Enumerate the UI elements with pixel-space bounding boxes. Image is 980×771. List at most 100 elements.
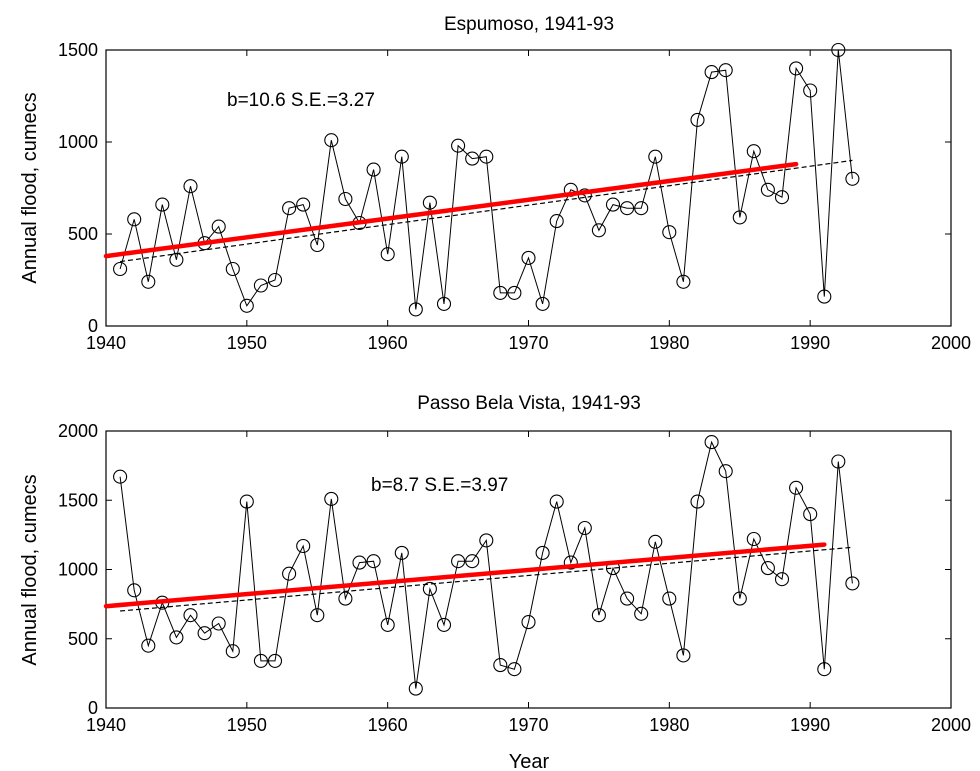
data-point (324, 491, 339, 506)
x-tick-label: 1950 (227, 333, 267, 353)
data-point (366, 162, 381, 177)
data-point (141, 274, 156, 289)
data-point (831, 454, 846, 469)
data-point (817, 662, 832, 677)
data-point (183, 608, 198, 623)
data-point (549, 214, 564, 229)
x-axis-label: Year (509, 751, 550, 771)
data-point (465, 554, 480, 569)
data-point (493, 658, 508, 673)
data-point (113, 261, 128, 277)
data-point (507, 662, 522, 677)
data-point (605, 197, 621, 212)
data-point (789, 61, 804, 76)
data-point (169, 630, 184, 645)
data-point (183, 179, 198, 194)
data-point (225, 644, 240, 659)
data-point (113, 469, 128, 484)
data-point (704, 65, 719, 80)
data-point (380, 247, 395, 262)
data-point (394, 149, 409, 164)
data-point (310, 237, 325, 253)
data-point (338, 191, 353, 207)
observed-flood-line (119, 49, 853, 310)
y-tick-label: 500 (68, 224, 98, 244)
data-point (267, 653, 283, 668)
data-point (422, 195, 437, 210)
x-tick-label: 1960 (368, 715, 408, 735)
data-point (634, 606, 649, 621)
data-point (408, 302, 423, 317)
data-point (760, 561, 775, 576)
y-axis-label: Annual flood, cumecs (19, 92, 41, 283)
data-point (690, 112, 705, 127)
y-tick-label: 2000 (58, 421, 98, 441)
x-tick-label: 1940 (86, 715, 126, 735)
data-point (436, 617, 452, 632)
plot-area: 1940 1950 1960 1970 1980 1990 2000 0 500 1000 1500 (58, 40, 971, 353)
data-point (451, 554, 466, 569)
data-point (338, 591, 353, 606)
y-tick-label: 0 (88, 316, 98, 336)
data-point (732, 210, 747, 225)
data-point (239, 494, 254, 509)
data-point (479, 533, 494, 548)
data-point (845, 171, 860, 186)
data-point (521, 615, 536, 630)
x-tick-label: 1950 (227, 715, 267, 735)
x-tick-label: 1970 (508, 715, 548, 735)
x-tick-label: 1960 (368, 333, 408, 353)
data-point (155, 197, 170, 212)
chart-panel-passo-bela-vista: Passo Bela Vista, 1941-93 Annual flood, … (19, 393, 971, 771)
data-point (746, 144, 761, 159)
trend-line (103, 542, 827, 609)
data-point (591, 223, 606, 238)
data-point (803, 83, 818, 98)
y-tick-label: 1500 (58, 40, 98, 60)
data-point (676, 648, 691, 663)
data-point (451, 138, 466, 153)
data-point (436, 296, 452, 311)
y-tick-label: 500 (68, 629, 98, 649)
data-point (591, 608, 606, 623)
data-point (366, 554, 381, 569)
data-point (352, 555, 367, 570)
y-axis-label: Annual flood, cumecs (19, 474, 41, 665)
data-point (535, 545, 550, 560)
data-point (422, 581, 437, 596)
data-point (282, 201, 297, 216)
x-tick-label: 1970 (508, 333, 548, 353)
chart-panel-espumoso: Espumoso, 1941-93 Annual flood, cumecs b… (19, 14, 971, 353)
chart-title: Passo Bela Vista, 1941-93 (417, 393, 641, 414)
observed-flood-line (119, 440, 853, 689)
data-point (127, 583, 142, 598)
data-point (465, 151, 480, 166)
x-tick-label: 1990 (790, 715, 830, 735)
x-tick-label: 1990 (790, 333, 830, 353)
data-point (690, 494, 705, 509)
data-point (718, 464, 733, 479)
x-tick-label: 1940 (86, 333, 126, 353)
fitted-dashed-line (120, 546, 853, 612)
data-point (774, 190, 790, 205)
data-point (831, 42, 846, 58)
data-point (211, 616, 226, 631)
data-point (718, 63, 733, 78)
data-point (253, 653, 268, 668)
data-point (211, 219, 226, 234)
data-point (141, 638, 156, 653)
data-point (732, 591, 747, 606)
data-point (549, 494, 564, 509)
data-point (380, 617, 395, 632)
data-point (620, 201, 635, 216)
data-point (634, 201, 649, 216)
data-point (296, 197, 311, 212)
data-point (225, 261, 240, 277)
data-point (648, 149, 663, 164)
data-point (662, 591, 677, 606)
data-point (394, 545, 409, 560)
data-point (296, 538, 311, 554)
data-point (676, 274, 691, 289)
data-point (282, 566, 297, 581)
